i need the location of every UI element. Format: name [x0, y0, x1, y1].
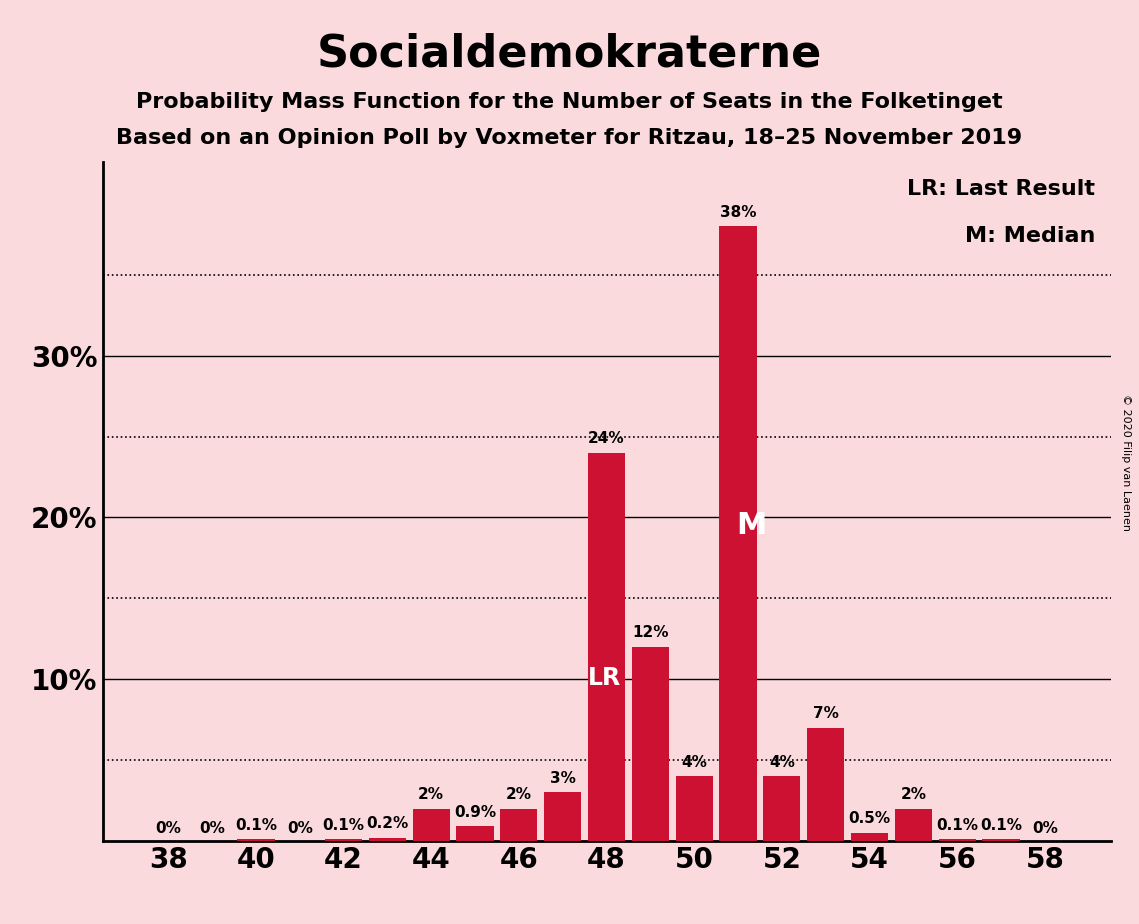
Text: 2%: 2%: [506, 787, 532, 802]
Text: 0%: 0%: [155, 821, 181, 836]
Bar: [982, 839, 1019, 841]
Bar: [588, 453, 625, 841]
Text: 0.1%: 0.1%: [936, 818, 978, 833]
Text: 0%: 0%: [199, 821, 226, 836]
Text: 0.9%: 0.9%: [454, 805, 497, 820]
Bar: [632, 647, 669, 841]
Text: 0%: 0%: [1032, 821, 1058, 836]
Text: 2%: 2%: [900, 787, 926, 802]
Bar: [325, 839, 362, 841]
Bar: [369, 838, 405, 841]
Text: © 2020 Filip van Laenen: © 2020 Filip van Laenen: [1121, 394, 1131, 530]
Text: 3%: 3%: [550, 771, 575, 785]
Text: M: Median: M: Median: [965, 226, 1096, 246]
Text: 7%: 7%: [813, 706, 838, 722]
Bar: [851, 833, 888, 841]
Text: LR: LR: [588, 666, 621, 690]
Text: Based on an Opinion Poll by Voxmeter for Ritzau, 18–25 November 2019: Based on an Opinion Poll by Voxmeter for…: [116, 128, 1023, 148]
Bar: [412, 808, 450, 841]
Text: 0.2%: 0.2%: [367, 816, 409, 832]
Text: 24%: 24%: [588, 432, 625, 446]
Text: 38%: 38%: [720, 205, 756, 220]
Bar: [237, 839, 274, 841]
Bar: [500, 808, 538, 841]
Text: 2%: 2%: [418, 787, 444, 802]
Bar: [939, 839, 976, 841]
Bar: [457, 826, 493, 841]
Bar: [544, 793, 581, 841]
Text: 4%: 4%: [681, 755, 707, 770]
Text: 0.1%: 0.1%: [322, 818, 364, 833]
Text: 0%: 0%: [287, 821, 313, 836]
Text: Socialdemokraterne: Socialdemokraterne: [317, 32, 822, 76]
Text: 4%: 4%: [769, 755, 795, 770]
Text: 12%: 12%: [632, 626, 669, 640]
Text: 0.1%: 0.1%: [235, 818, 277, 833]
Text: M: M: [736, 511, 767, 540]
Text: 0.5%: 0.5%: [849, 811, 891, 826]
Bar: [675, 776, 713, 841]
Bar: [763, 776, 801, 841]
Text: LR: Last Result: LR: Last Result: [908, 178, 1096, 199]
Bar: [808, 728, 844, 841]
Text: 0.1%: 0.1%: [980, 818, 1022, 833]
Bar: [894, 808, 932, 841]
Bar: [720, 226, 756, 841]
Text: Probability Mass Function for the Number of Seats in the Folketinget: Probability Mass Function for the Number…: [137, 92, 1002, 113]
